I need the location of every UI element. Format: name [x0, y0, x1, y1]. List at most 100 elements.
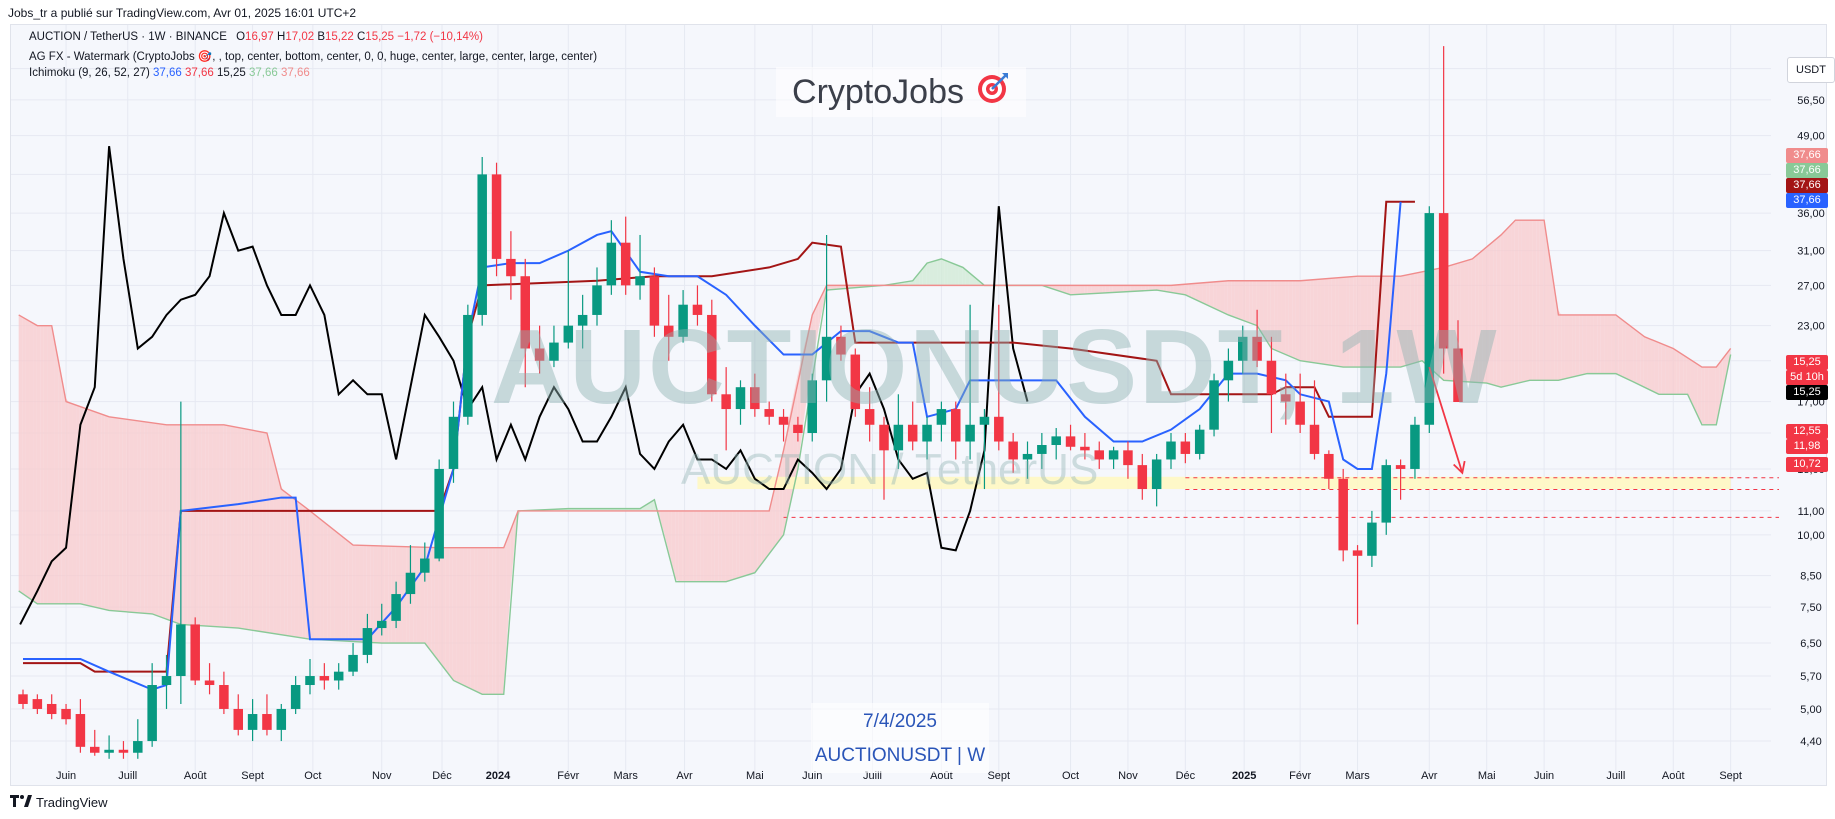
cloud-segment	[276, 470, 281, 635]
cloud-segment	[255, 430, 260, 632]
cloud-segment	[1683, 354, 1687, 395]
cloud-segment	[1148, 285, 1153, 291]
cloud-segment	[1604, 314, 1608, 374]
cloud-segment	[65, 397, 69, 604]
candle	[907, 401, 918, 451]
y-tick-label: 56,50	[1797, 95, 1825, 107]
cloud-segment	[1511, 220, 1515, 385]
price-chart[interactable]: 4,405,005,706,507,508,5010,0011,0013,001…	[11, 25, 1828, 787]
cloud-segment	[47, 325, 51, 604]
candle	[506, 231, 516, 300]
cloud-segment	[309, 510, 313, 640]
cloud-segment	[1367, 276, 1372, 368]
candle	[778, 409, 789, 442]
cloud-segment	[664, 510, 669, 549]
candle	[592, 267, 602, 326]
bottom-watermark: 7/4/2025 AUCTIONUSDT | W	[811, 703, 989, 773]
symbol-watermark: AUCTIONUSDT, 1W	[491, 308, 1499, 426]
cloud-segment	[1195, 283, 1199, 302]
cloud-segment	[1640, 333, 1644, 387]
candle	[319, 663, 330, 690]
ichimoku-span-a-value: 37,66	[248, 67, 278, 79]
cloud-segment	[194, 424, 199, 626]
cloud-segment	[1539, 220, 1544, 381]
cloud-segment	[1317, 279, 1321, 364]
cloud-segment	[1665, 345, 1669, 395]
candle-body	[577, 314, 588, 326]
cloud-segment	[169, 424, 173, 622]
symbol-legend[interactable]: AUCTION / TetherUS · 1W · BINANCE O16,97…	[29, 31, 483, 43]
currency-button[interactable]: USDT	[1787, 57, 1835, 83]
candle	[1324, 450, 1334, 490]
cloud-segment	[230, 425, 234, 628]
candle-body	[1266, 360, 1277, 395]
candle-body	[176, 624, 186, 677]
candle-body	[262, 714, 272, 730]
candle-body	[477, 174, 487, 315]
cloud-segment	[1636, 330, 1641, 386]
candle	[348, 643, 358, 677]
candle	[549, 325, 559, 368]
cloud-segment	[1360, 276, 1365, 368]
cloud-segment	[1464, 260, 1469, 382]
candle-body	[563, 325, 574, 343]
candle-body	[879, 424, 889, 451]
ichimoku-legend[interactable]: Ichimoku (9, 26, 52, 27) 37,66 37,66 15,…	[29, 67, 310, 79]
cloud-segment	[86, 408, 91, 607]
watermark-indicator-legend[interactable]: AG FX - Watermark (CryptoJobs 🎯, , top, …	[29, 51, 598, 63]
cloud-segment	[711, 510, 715, 582]
cloud-segment	[696, 510, 701, 582]
y-tick-label: 36,00	[1797, 208, 1825, 220]
y-tick-label: 10,00	[1797, 530, 1825, 542]
candle	[448, 401, 459, 483]
cloud-segment	[750, 510, 755, 575]
ichimoku-span-b-value: 37,66	[280, 67, 310, 79]
candle-body	[247, 714, 258, 730]
cloud-segment	[266, 432, 270, 633]
cloud-segment	[388, 546, 392, 644]
cloud-segment	[198, 424, 202, 626]
open-value: 16,97	[245, 31, 274, 43]
candle-body	[592, 285, 602, 315]
cloud-segment	[779, 453, 783, 541]
chart-pane[interactable]: 4,405,005,706,507,508,5010,0011,0013,001…	[10, 24, 1835, 787]
cloud-segment	[1270, 280, 1275, 350]
cloud-segment	[269, 443, 274, 634]
candles-layer	[18, 46, 1463, 759]
ichimoku-title: Ichimoku (9, 26, 52, 27)	[29, 67, 150, 79]
candle-body	[1022, 453, 1033, 460]
cloud-segment	[1234, 280, 1239, 319]
cloud-segment	[1392, 276, 1397, 368]
cloud-segment	[1496, 235, 1501, 387]
cloud-segment	[1615, 314, 1619, 375]
candle-body	[1453, 348, 1463, 403]
cloud-segment	[463, 547, 468, 687]
cloud-segment	[29, 321, 34, 601]
candle-body	[778, 416, 789, 425]
cloud-segment	[370, 545, 374, 643]
cloud-segment	[72, 403, 77, 604]
candle	[1410, 416, 1420, 479]
candle	[18, 689, 28, 709]
candle	[951, 401, 961, 460]
candle	[305, 659, 315, 695]
cloud-segment	[280, 485, 285, 636]
price-badge: 10,72	[1786, 457, 1828, 472]
cloud-segment	[1094, 285, 1099, 294]
cloud-segment	[140, 421, 145, 614]
ichimoku-kijun-value: 37,66	[185, 67, 214, 79]
cloud-segment	[104, 415, 109, 611]
cloud-segment	[43, 325, 48, 604]
candle	[936, 401, 947, 442]
cloud-segment	[1077, 285, 1081, 295]
cloud-segment	[757, 510, 762, 569]
cloud-segment	[1417, 271, 1422, 363]
cloud-segment	[1091, 285, 1095, 294]
candle	[276, 703, 287, 742]
cloud-segment	[79, 406, 84, 605]
candle-body	[620, 242, 631, 286]
cloud-segment	[1485, 244, 1490, 384]
y-tick-label: 8,50	[1800, 571, 1821, 583]
cloud-segment	[1181, 284, 1185, 295]
cloud-segment	[1331, 277, 1336, 366]
